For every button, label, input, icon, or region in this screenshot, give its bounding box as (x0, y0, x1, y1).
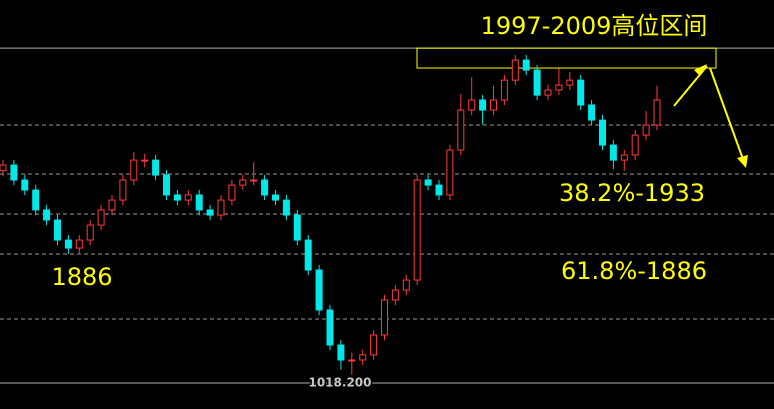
candle-body (282, 199, 290, 216)
candle-body (588, 104, 596, 121)
price-label: 1018.200 (308, 375, 371, 389)
zone-box (416, 47, 717, 69)
chart-title: 1997-2009高位区间 (481, 12, 708, 40)
candle-body (163, 174, 170, 196)
candle-body (599, 119, 606, 146)
candle-body (32, 189, 40, 211)
candle-body (173, 194, 181, 201)
candle-body (250, 179, 258, 182)
candle-body (337, 344, 345, 361)
candle-body (544, 89, 552, 96)
candle-body (424, 179, 432, 186)
candle-body (370, 334, 378, 356)
candle-body (468, 99, 476, 111)
candle-body (522, 59, 530, 71)
candle-body (500, 79, 508, 101)
candle-body (631, 134, 639, 156)
candle-body (10, 164, 18, 181)
candle-body (0, 164, 7, 172)
candle-body (413, 179, 421, 281)
candle-body (391, 289, 399, 301)
candle-body (228, 184, 236, 201)
candle-body (195, 194, 203, 211)
candle-body (184, 194, 192, 201)
candle-body (577, 79, 585, 106)
candle-body (21, 179, 29, 191)
arrow (709, 67, 745, 163)
candle-body (64, 239, 72, 249)
candle-body (152, 159, 160, 176)
candle-body (43, 209, 51, 221)
candle-body (119, 179, 127, 201)
candle-body (75, 239, 83, 249)
arrow-head (694, 64, 707, 76)
candle-body (217, 199, 225, 216)
candle-body (511, 59, 519, 81)
annotation: 1886 (51, 263, 112, 291)
candle-body (315, 269, 323, 311)
candle-body (359, 354, 367, 361)
candle-body (326, 309, 334, 346)
candle-body (533, 69, 541, 96)
candle-body (620, 154, 628, 161)
candle-body (293, 214, 301, 241)
candle-body (435, 184, 443, 196)
candle-body (609, 144, 617, 161)
candle-body (446, 149, 454, 196)
candle-body (272, 194, 279, 201)
candle-body (479, 99, 487, 111)
candle-body (566, 79, 574, 86)
candle-body (402, 279, 410, 291)
candle-body (457, 109, 465, 151)
candle-body (261, 179, 269, 196)
candle-body (490, 99, 497, 111)
candle-body (97, 209, 105, 226)
arrow-head (737, 155, 748, 168)
candle-body (130, 159, 138, 181)
candle-body (304, 239, 312, 271)
candle-body (555, 84, 563, 91)
candle-body (642, 124, 650, 136)
candle-body (86, 224, 94, 241)
candle-body (348, 359, 356, 362)
candle-body (239, 179, 247, 186)
candle-body (381, 299, 388, 336)
candle-body (54, 219, 61, 241)
annotation: 61.8%-1886 (561, 257, 707, 285)
candle-body (108, 199, 116, 211)
candle-body (653, 99, 661, 126)
candle-body (206, 209, 214, 216)
annotation: 38.2%-1933 (559, 179, 705, 207)
candle-body (141, 159, 149, 162)
